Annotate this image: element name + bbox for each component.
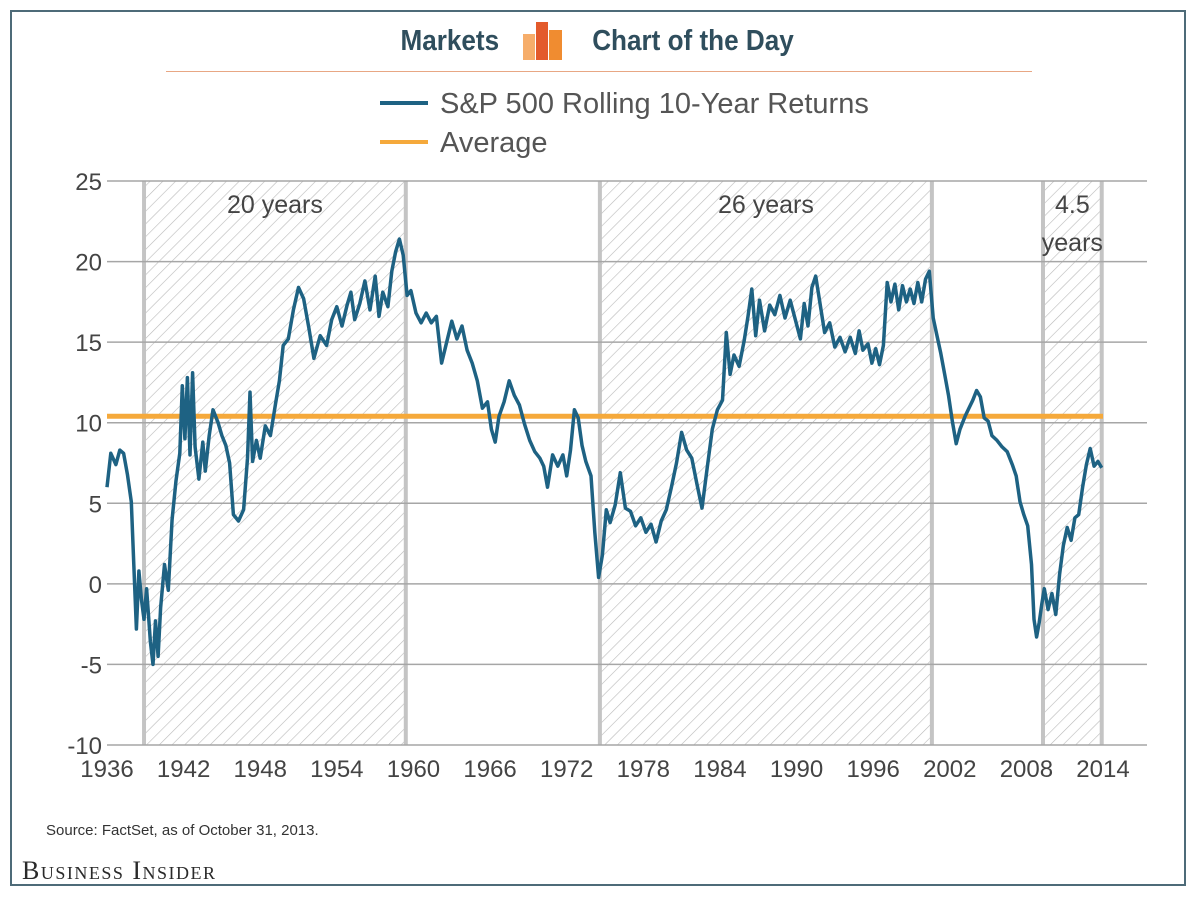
bull-period-label-0-0: 20 years	[227, 191, 323, 219]
legend-label-0: S&P 500 Rolling 10-Year Returns	[440, 88, 869, 120]
legend-label-1: Average	[440, 127, 548, 159]
x-tick-label-13: 2014	[1076, 756, 1129, 783]
bull-period-bands: 20 years 26 years 4.5 years	[142, 181, 1104, 745]
x-tick-label-8: 1984	[693, 756, 746, 783]
bar-chart-logo-icon	[522, 22, 562, 60]
series-line-0	[105, 237, 1104, 667]
x-tick-label-9: 1990	[770, 756, 823, 783]
source-note: Source: FactSet, as of October 31, 2013.	[46, 822, 319, 839]
x-tick-label-1: 1942	[157, 756, 210, 783]
x-tick-label-4: 1960	[387, 756, 440, 783]
x-tick-label-10: 1996	[846, 756, 899, 783]
x-tick-label-11: 2002	[923, 756, 976, 783]
y-tick-label-7: 25	[75, 169, 102, 196]
series-group	[105, 237, 1104, 667]
y-tick-label-5: 15	[75, 330, 102, 357]
x-tick-label-2: 1948	[234, 756, 287, 783]
logo-bar-3	[548, 30, 562, 60]
x-axis-tick-labels: 1936 1942 1948 1954 1960 1966 1972 1978 1984 1990…	[80, 756, 1129, 783]
bull-period-band-0	[144, 181, 406, 745]
logo-bar-1	[522, 34, 535, 60]
chart-frame	[10, 10, 1186, 886]
y-axis-tick-labels: -10 -5 0 5 10 15 20 25	[67, 169, 102, 760]
y-tick-label-2: 0	[89, 572, 102, 599]
y-tick-label-4: 10	[75, 411, 102, 438]
header-markets-label: Markets	[400, 24, 499, 57]
chart-of-the-day-header: Markets Chart of the Day	[0, 20, 1200, 70]
x-tick-label-3: 1954	[310, 756, 363, 783]
bull-period-label-2-0: 4.5	[1055, 191, 1090, 219]
x-tick-label-12: 2008	[1000, 756, 1053, 783]
y-tick-label-3: 5	[89, 491, 102, 518]
legend: S&P 500 Rolling 10-Year Returns Average	[380, 88, 869, 159]
x-tick-label-6: 1972	[540, 756, 593, 783]
header-chart-of-the-day-label: Chart of the Day	[592, 24, 795, 57]
y-tick-label-6: 20	[75, 250, 102, 277]
x-tick-label-5: 1966	[463, 756, 516, 783]
y-tick-label-0: -10	[67, 733, 102, 760]
x-tick-label-7: 1978	[617, 756, 670, 783]
bull-period-band-1	[599, 181, 932, 745]
gridlines	[107, 180, 1147, 746]
y-tick-label-1: -5	[81, 652, 102, 679]
bull-period-label-1-0: 26 years	[718, 191, 814, 219]
logo-bar-2	[535, 22, 548, 60]
business-insider-logo: Business Insider	[22, 856, 217, 885]
header-divider	[166, 71, 1032, 72]
x-tick-label-0: 1936	[80, 756, 133, 783]
bull-period-label-2-1: years	[1042, 229, 1103, 257]
